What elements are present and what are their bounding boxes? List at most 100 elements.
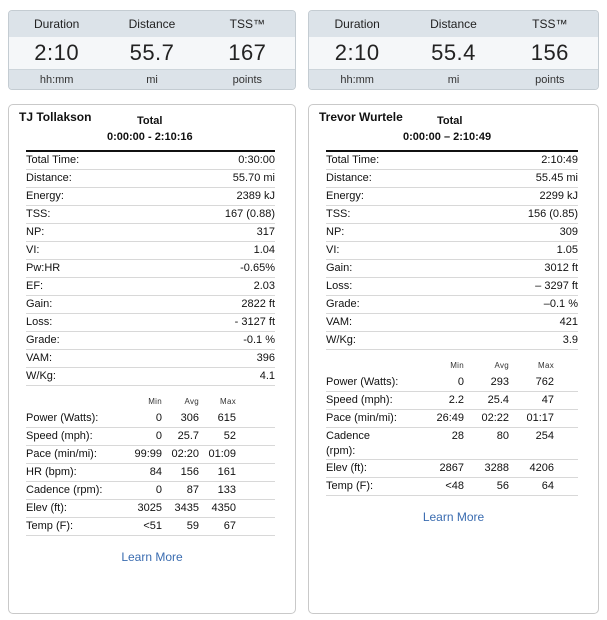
max-cell: 4350	[211, 502, 236, 514]
row-label: Elev (ft):	[326, 462, 367, 474]
stat-label: W/Kg:	[26, 370, 56, 382]
athlete-column-1: Duration Distance TSS™ 2:10 55.7 167 hh:…	[8, 10, 296, 614]
row-label: Temp (F):	[26, 520, 74, 532]
learn-more-link[interactable]: Learn More	[121, 550, 183, 564]
duration-value: 2:10	[334, 40, 380, 65]
stat-value: 2822 ft	[241, 298, 275, 310]
avg-cell: 80	[496, 430, 509, 442]
stat-row: Pw:HR -0.65%	[26, 260, 275, 278]
avg-cell: 293	[490, 376, 509, 388]
summary-panel: Duration Distance TSS™ 2:10 55.4 156 hh:…	[308, 10, 599, 90]
stat-label: VAM:	[26, 352, 53, 364]
distance-unit: mi	[146, 74, 158, 86]
tss-unit: points	[232, 74, 262, 86]
stat-label: Energy:	[26, 190, 64, 202]
summary-panel: Duration Distance TSS™ 2:10 55.7 167 hh:…	[8, 10, 296, 90]
min-cell: 2867	[439, 462, 464, 474]
stat-row: Grade: -0.1 %	[26, 332, 275, 350]
max-cell: 762	[535, 376, 554, 388]
athlete-column-2: Duration Distance TSS™ 2:10 55.4 156 hh:…	[308, 10, 599, 614]
row-label: Speed (mph):	[26, 430, 93, 442]
row-label: HR (bpm):	[26, 466, 77, 478]
athlete-name: Trevor Wurtele	[319, 110, 403, 124]
min-header: Min	[450, 361, 464, 370]
max-cell: 64	[541, 480, 554, 492]
stat-row: NP: 317	[26, 224, 275, 242]
learn-more-link[interactable]: Learn More	[422, 510, 485, 524]
stat-label: Energy:	[326, 190, 364, 202]
table-row: Elev (ft): 3025 3435 4350	[26, 500, 275, 518]
table-row: Speed (mph): 0 25.7 52	[26, 428, 275, 446]
avg-cell: 59	[186, 520, 199, 532]
min-cell: 0	[155, 484, 162, 496]
max-cell: 52	[223, 430, 236, 442]
divider	[326, 150, 578, 152]
min-cell: 26:49	[436, 412, 464, 424]
distance-unit: mi	[447, 74, 460, 86]
max-header: Max	[537, 361, 554, 370]
distance-header: Distance	[128, 17, 176, 31]
total-label: Total	[437, 115, 463, 127]
stat-label: Loss:	[26, 316, 53, 328]
table-header: Min Avg Max	[26, 394, 275, 410]
distance-header: Distance	[430, 17, 477, 31]
stat-row: EF: 2.03	[26, 278, 275, 296]
stat-row: Distance: 55.45 mi	[326, 170, 578, 188]
stat-row: Energy: 2299 kJ	[326, 188, 578, 206]
min-avg-max-table: Min Avg Max Power (Watts): 0 293 762 Speed …	[326, 358, 578, 496]
table-row: Cadence (rpm): 0 87 133	[26, 482, 275, 500]
stat-label: Distance:	[26, 172, 72, 184]
avg-header: Avg	[184, 397, 199, 406]
stat-value: 1.04	[253, 244, 275, 256]
stat-label: TSS:	[326, 208, 351, 220]
max-cell: 133	[217, 484, 236, 496]
stat-label: VI:	[326, 244, 340, 256]
stat-value: 2389 kJ	[236, 190, 275, 202]
stat-value: -0.65%	[240, 262, 275, 274]
min-cell: 0	[155, 430, 162, 442]
table-row: Power (Watts): 0 306 615	[26, 410, 275, 428]
table-row: Temp (F): <48 56 64	[326, 478, 578, 496]
total-label: Total	[137, 115, 163, 127]
stat-label: VI:	[26, 244, 40, 256]
athlete-card: TJ Tollakson Total 0:00:00 - 2:10:16 Tot…	[8, 104, 296, 614]
max-header: Max	[219, 397, 236, 406]
min-cell: 99:99	[134, 448, 162, 460]
time-range: 0:00:00 – 2:10:49	[403, 131, 492, 143]
avg-cell: 306	[180, 412, 199, 424]
avg-header: Avg	[494, 361, 509, 370]
avg-cell: 02:20	[171, 448, 199, 460]
stat-value: 1.05	[556, 244, 578, 256]
duration-header: Duration	[33, 17, 80, 31]
min-cell: 2.2	[448, 394, 464, 406]
stat-row: Loss: – 3297 ft	[326, 278, 578, 296]
stat-value: 421	[559, 316, 578, 328]
stat-row: VI: 1.04	[26, 242, 275, 260]
max-cell: 01:17	[526, 412, 554, 424]
stat-value: 0:30:00	[238, 154, 275, 166]
distance-value: 55.4	[431, 40, 476, 65]
avg-cell: 3435	[174, 502, 199, 514]
stat-row: VAM: 421	[326, 314, 578, 332]
stat-label: Loss:	[326, 280, 353, 292]
stat-row: Grade: –0.1 %	[326, 296, 578, 314]
max-cell: 615	[217, 412, 236, 424]
stat-value: – 3297 ft	[535, 280, 578, 292]
stat-label: Total Time:	[26, 154, 80, 166]
row-label: Cadence (rpm):	[26, 484, 103, 496]
stat-label: Distance:	[326, 172, 372, 184]
stat-value: 55.70 mi	[232, 172, 275, 184]
table-row: HR (bpm): 84 156 161	[26, 464, 275, 482]
table-row: Pace (min/mi): 99:99 02:20 01:09	[26, 446, 275, 464]
stat-label: Gain:	[26, 298, 53, 310]
table-row: Pace (min/mi): 26:49 02:22 01:17	[326, 410, 578, 428]
distance-value: 55.7	[129, 40, 175, 65]
stat-value: 2:10:49	[541, 154, 578, 166]
stat-row: VAM: 396	[26, 350, 275, 368]
stat-row: Total Time: 2:10:49	[326, 152, 578, 170]
duration-unit: hh:mm	[340, 74, 374, 86]
min-cell: 28	[451, 430, 464, 442]
stat-value: 317	[256, 226, 275, 238]
max-cell: 161	[217, 466, 236, 478]
min-avg-max-table: Min Avg Max Power (Watts): 0 306 615 Speed …	[26, 394, 275, 536]
